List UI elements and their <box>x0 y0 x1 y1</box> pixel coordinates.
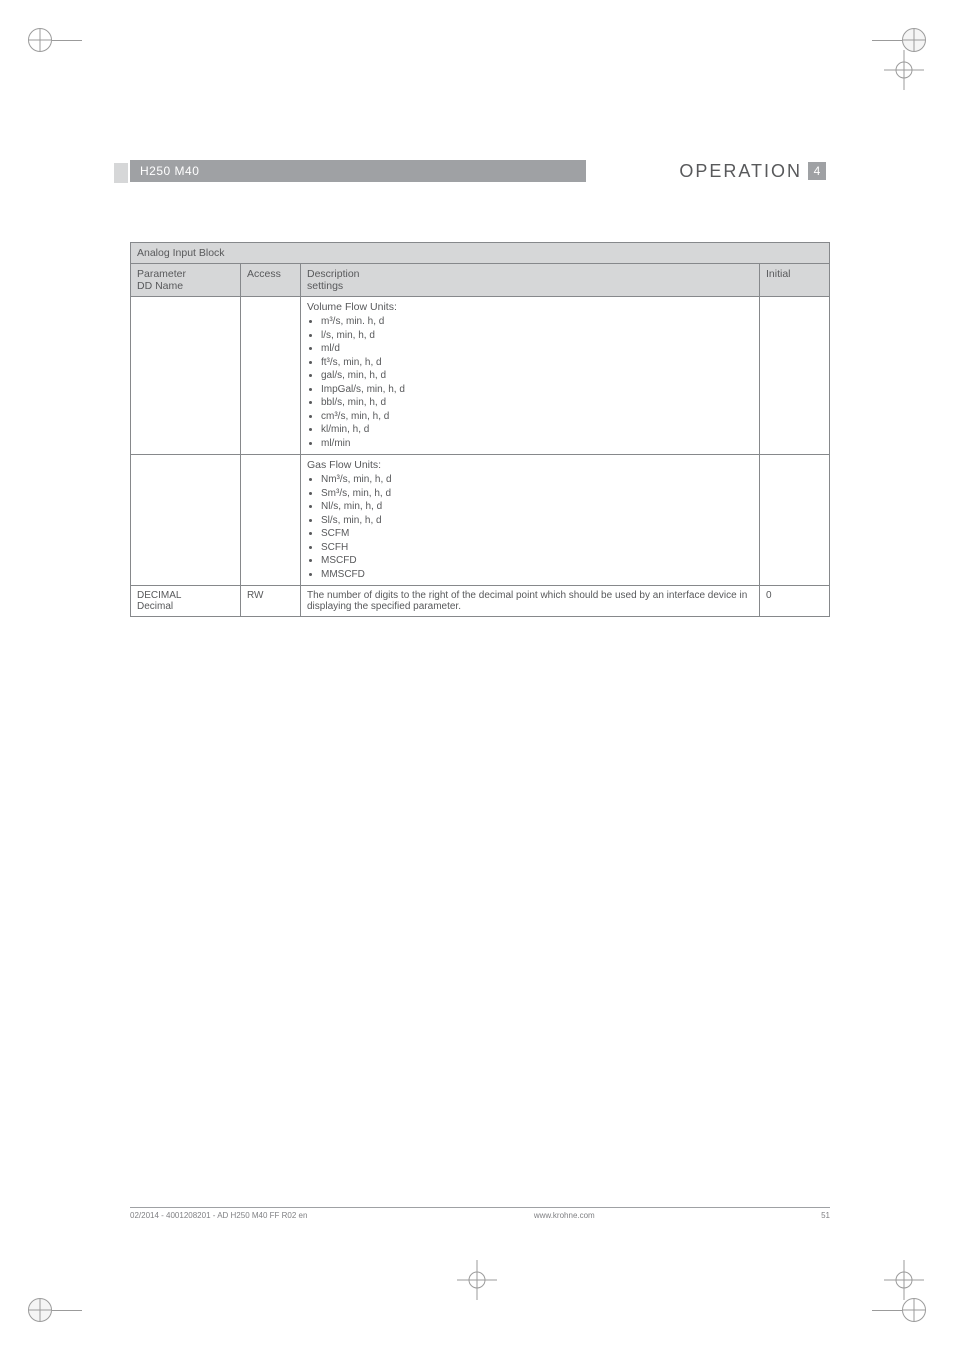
section-heading: OPERATION 4 <box>586 160 830 182</box>
units-group-title: Gas Flow Units: <box>307 459 381 471</box>
col-header-description: Description settings <box>301 264 760 297</box>
list-item: ml/min <box>321 437 753 451</box>
gas-flow-units-list: Nm³/s, min, h, d Sm³/s, min, h, d Nl/s, … <box>307 473 753 581</box>
list-item: bbl/s, min, h, d <box>321 396 753 410</box>
cell-description: Volume Flow Units: m³/s, min. h, d l/s, … <box>301 297 760 455</box>
analog-input-block-table: Analog Input Block Parameter DD Name Acc… <box>130 242 830 617</box>
list-item: ml/d <box>321 342 753 356</box>
print-mark-bl <box>28 1298 82 1322</box>
footer-doc-id: 02/2014 - 4001208201 - AD H250 M40 FF R0… <box>130 1211 307 1220</box>
color-bar <box>114 163 128 183</box>
cell-description: Gas Flow Units: Nm³/s, min, h, d Sm³/s, … <box>301 455 760 586</box>
print-mark-tl <box>28 28 82 52</box>
list-item: gal/s, min, h, d <box>321 369 753 383</box>
list-item: SCFM <box>321 527 753 541</box>
product-code: H250 M40 <box>130 160 586 182</box>
cell-initial: 0 <box>760 586 830 617</box>
col-header-parameter: Parameter DD Name <box>131 264 241 297</box>
print-mark-br <box>872 1298 926 1322</box>
list-item: cm³/s, min, h, d <box>321 410 753 424</box>
cell-parameter: DECIMAL Decimal <box>131 586 241 617</box>
table-row: DECIMAL Decimal RW The number of digits … <box>131 586 830 617</box>
volume-flow-units-list: m³/s, min. h, d l/s, min, h, d ml/d ft³/… <box>307 315 753 450</box>
list-item: Nl/s, min, h, d <box>321 500 753 514</box>
list-item: MMSCFD <box>321 568 753 582</box>
cell-parameter <box>131 297 241 455</box>
cell-access <box>241 297 301 455</box>
page-header: H250 M40 OPERATION 4 <box>130 160 830 182</box>
units-group-title: Volume Flow Units: <box>307 301 397 313</box>
cell-description: The number of digits to the right of the… <box>301 586 760 617</box>
print-mark-tr <box>872 28 926 52</box>
table-caption: Analog Input Block <box>130 242 830 263</box>
list-item: l/s, min, h, d <box>321 329 753 343</box>
crosshair-icon <box>457 1260 497 1300</box>
list-item: kl/min, h, d <box>321 423 753 437</box>
section-number-badge: 4 <box>808 162 826 180</box>
list-item: Sl/s, min, h, d <box>321 514 753 528</box>
list-item: ImpGal/s, min, h, d <box>321 383 753 397</box>
cell-initial <box>760 297 830 455</box>
footer-page-number: 51 <box>821 1211 830 1220</box>
crosshair-icon <box>884 50 924 90</box>
cell-initial <box>760 455 830 586</box>
list-item: Sm³/s, min, h, d <box>321 487 753 501</box>
list-item: m³/s, min. h, d <box>321 315 753 329</box>
col-header-access: Access <box>241 264 301 297</box>
list-item: Nm³/s, min, h, d <box>321 473 753 487</box>
col-header-initial: Initial <box>760 264 830 297</box>
table-row: Volume Flow Units: m³/s, min. h, d l/s, … <box>131 297 830 455</box>
list-item: MSCFD <box>321 554 753 568</box>
crosshair-icon <box>884 1260 924 1300</box>
list-item: SCFH <box>321 541 753 555</box>
list-item: ft³/s, min, h, d <box>321 356 753 370</box>
footer-url: www.krohne.com <box>534 1211 595 1220</box>
cell-parameter <box>131 455 241 586</box>
cell-access <box>241 455 301 586</box>
cell-access: RW <box>241 586 301 617</box>
table-row: Gas Flow Units: Nm³/s, min, h, d Sm³/s, … <box>131 455 830 586</box>
section-title: OPERATION <box>679 161 802 182</box>
page-content: H250 M40 OPERATION 4 Analog Input Block … <box>130 160 830 617</box>
page-footer: 02/2014 - 4001208201 - AD H250 M40 FF R0… <box>130 1207 830 1220</box>
